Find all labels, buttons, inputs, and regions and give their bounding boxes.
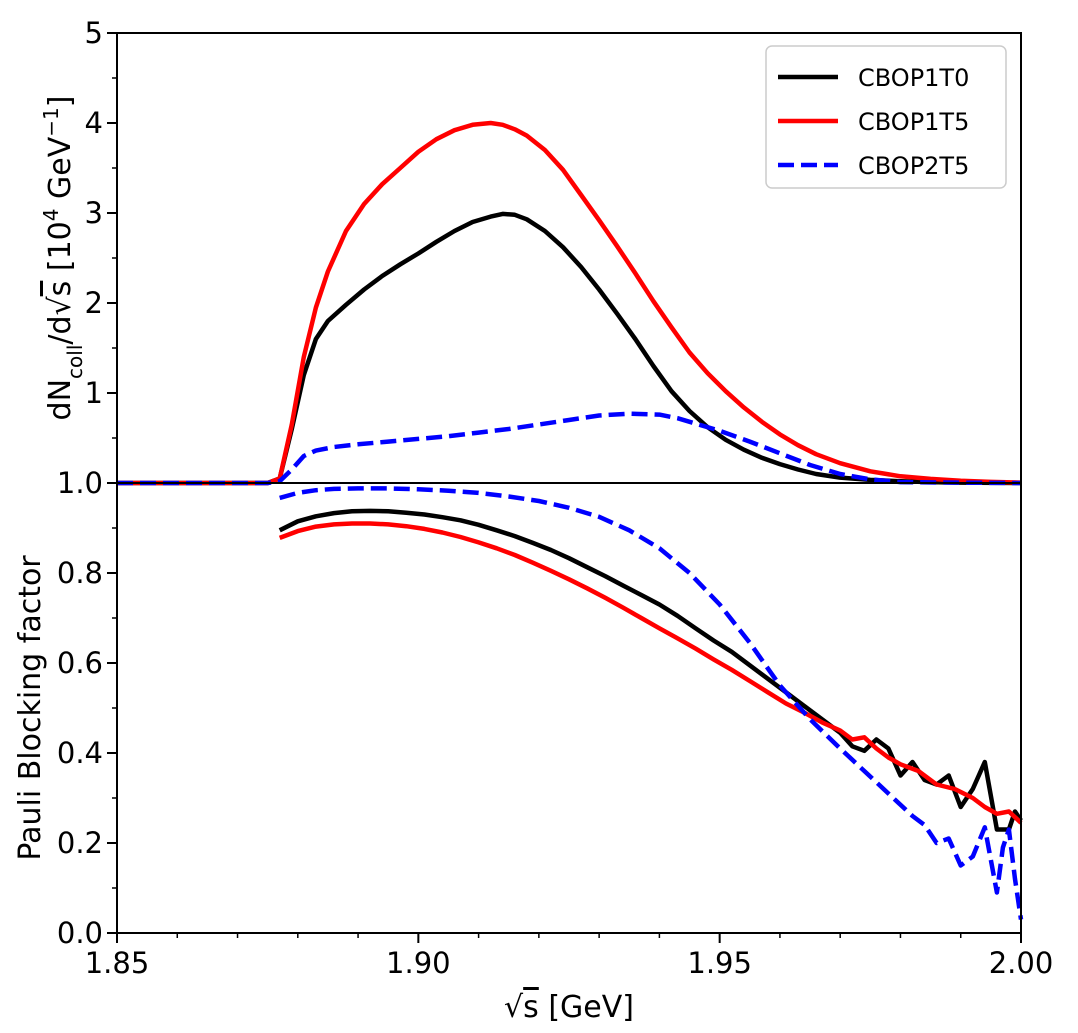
series-line-cbop2t5-top bbox=[117, 411, 1022, 486]
series-line-cbop1t5-top bbox=[117, 120, 1022, 486]
bottom-y-tick-label: 0.6 bbox=[57, 646, 103, 680]
x-axis-title: √s [GeV] bbox=[504, 990, 634, 1025]
top-y-tick-label: 3 bbox=[85, 196, 103, 230]
legend-box bbox=[765, 45, 1007, 189]
series-line-cbop1t5-bottom bbox=[278, 521, 1023, 825]
top-y-tick-label: 1 bbox=[85, 376, 103, 410]
top-y-tick-label: 5 bbox=[85, 16, 103, 50]
legend: CBOP1T0 CBOP1T5 CBOP2T5 bbox=[765, 45, 1007, 189]
bottom-y-axis-title: Pauli Blocking factor bbox=[13, 555, 48, 861]
legend-label-cbop1t0: CBOP1T0 bbox=[858, 64, 969, 92]
series-layer bbox=[117, 120, 1024, 920]
bottom-y-tick-label: 0.8 bbox=[57, 556, 103, 590]
top-y-axis-title: dNcoll/d√s [104 GeV−1] bbox=[39, 96, 87, 421]
top-y-tick-label: 4 bbox=[85, 106, 103, 140]
bottom-y-tick-label: 1.0 bbox=[57, 466, 103, 500]
legend-items: CBOP1T0 CBOP1T5 CBOP2T5 bbox=[778, 64, 969, 180]
series-line-cbop2t5-bottom bbox=[279, 486, 1024, 920]
top-y-tick-label: 2 bbox=[85, 286, 103, 320]
series-line-cbop1t0-top bbox=[117, 211, 1022, 486]
series-line-cbop1t0-bottom bbox=[278, 508, 1023, 832]
ticks-layer: 1 2 3 4 5 0.0 0.2 0.4 0.6 0.8 1.0 1.85 1.90 1.95 2.00 bbox=[57, 16, 1053, 980]
bottom-y-tick-label: 0.2 bbox=[57, 826, 103, 860]
bottom-y-tick-label: 0.4 bbox=[57, 736, 103, 770]
legend-label-cbop1t5: CBOP1T5 bbox=[858, 108, 969, 136]
x-tick-label: 1.90 bbox=[386, 946, 451, 980]
x-tick-label: 1.85 bbox=[85, 946, 150, 980]
bottom-y-tick-label: 0.0 bbox=[57, 916, 103, 950]
x-tick-label: 2.00 bbox=[989, 946, 1054, 980]
x-tick-label: 1.95 bbox=[687, 946, 752, 980]
legend-label-cbop2t5: CBOP2T5 bbox=[858, 152, 969, 180]
